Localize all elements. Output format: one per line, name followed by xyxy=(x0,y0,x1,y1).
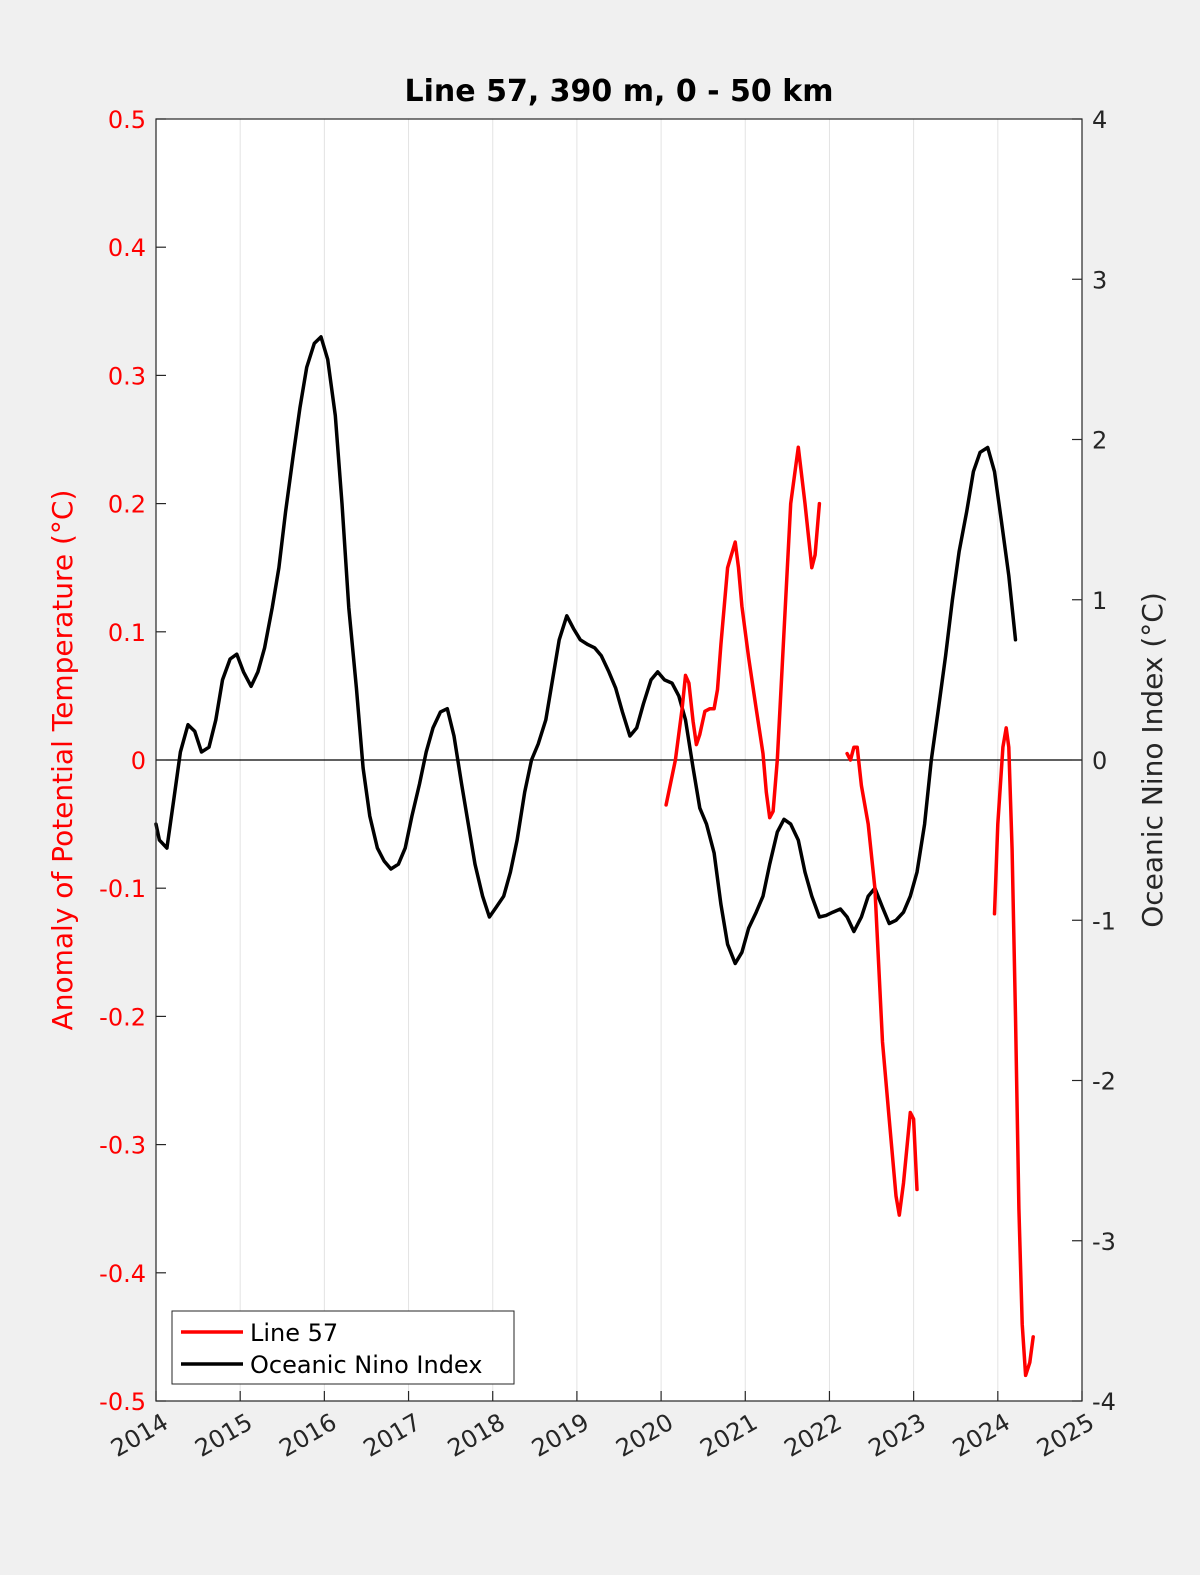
y-right-tick-label: -2 xyxy=(1092,1068,1116,1096)
series-layer xyxy=(154,335,1035,1378)
x-tick-label: 2018 xyxy=(443,1408,510,1463)
x-tick-label: 2017 xyxy=(359,1408,426,1463)
x-tick-label: 2022 xyxy=(780,1408,847,1463)
x-tick-label: 2014 xyxy=(106,1408,173,1463)
y-right-tick-label: 0 xyxy=(1092,747,1107,775)
y-right-tick-label: -4 xyxy=(1092,1388,1116,1416)
series-line-oni xyxy=(154,335,1018,966)
legend: Line 57 Oceanic Nino Index xyxy=(171,1310,515,1385)
x-tick-label: 2015 xyxy=(190,1408,257,1463)
y-right-tick-label: -1 xyxy=(1092,907,1116,935)
y-axis-label-right: Oceanic Nino Index (°C) xyxy=(1136,592,1169,928)
chart-title: Line 57, 390 m, 0 - 50 km xyxy=(405,74,834,109)
y-right-tick-label: -3 xyxy=(1092,1228,1116,1256)
x-tick-label: 2024 xyxy=(948,1408,1015,1463)
y-left-tick-label: -0.3 xyxy=(99,1132,146,1160)
y-left-tick-label: -0.2 xyxy=(99,1003,146,1031)
x-tick-label: 2020 xyxy=(611,1408,678,1463)
x-tick-label: 2016 xyxy=(274,1408,341,1463)
y-left-tick-label: 0.4 xyxy=(108,234,146,262)
legend-label-oni: Oceanic Nino Index xyxy=(250,1351,482,1379)
y-left-tick-label: -0.1 xyxy=(99,875,146,903)
legend-box xyxy=(171,1310,515,1385)
legend-label-line57: Line 57 xyxy=(250,1319,338,1347)
y-right-tick-label: 3 xyxy=(1092,266,1107,294)
x-tick-label: 2019 xyxy=(527,1408,594,1463)
y-left-tick-label: 0.1 xyxy=(108,619,146,647)
y-right-tick-label: 1 xyxy=(1092,587,1107,615)
x-tick-label: 2025 xyxy=(1032,1408,1099,1463)
y-left-tick-label: -0.5 xyxy=(99,1388,146,1416)
y-left-tick-label: 0.5 xyxy=(108,106,146,134)
y-right-tick-label: 2 xyxy=(1092,427,1107,455)
series-line-line57-segment-3 xyxy=(992,726,1035,1378)
y-left-tick-label: 0 xyxy=(131,747,146,775)
y-right-tick-label: 4 xyxy=(1092,106,1107,134)
x-tick-label: 2023 xyxy=(864,1408,931,1463)
y-left-tick-label: 0.2 xyxy=(108,491,146,519)
y-axis-label-left: Anomaly of Potential Temperature (°C) xyxy=(46,490,79,1031)
x-tick-label: 2021 xyxy=(695,1408,762,1463)
series-line-line57-segment-2 xyxy=(845,745,919,1217)
y-left-tick-label: -0.4 xyxy=(99,1260,146,1288)
y-left-tick-label: 0.3 xyxy=(108,362,146,390)
series-line-line57-segment-1 xyxy=(664,445,822,820)
